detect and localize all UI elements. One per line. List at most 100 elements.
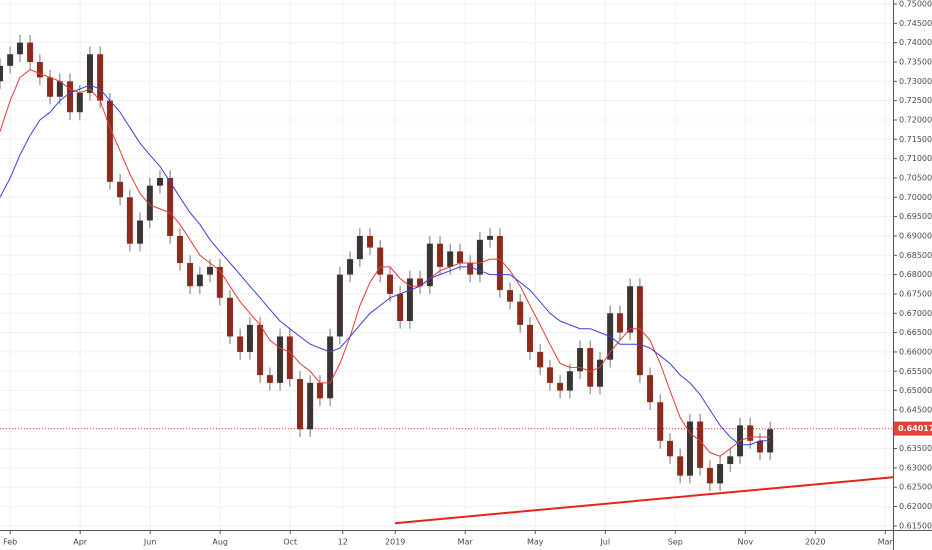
y-tick-label: 0.62000 (899, 502, 932, 511)
candle-body (176, 235, 183, 264)
candle-body (327, 336, 334, 399)
candle-body (447, 251, 454, 267)
y-tick-label: 0.71500 (899, 135, 932, 144)
y-tick-label: 0.64500 (899, 405, 932, 414)
y-tick-label: 0.61500 (899, 521, 932, 530)
candle-body (137, 220, 144, 244)
candle-body (196, 274, 203, 287)
x-tick-label: Jun (143, 538, 157, 547)
candle-body (706, 467, 713, 484)
candle-body (487, 235, 494, 240)
candle-body (496, 235, 503, 291)
candle-body (347, 259, 354, 275)
trendline (394, 476, 894, 525)
candle-body (526, 324, 533, 352)
candle-body (237, 336, 244, 352)
candle-body (537, 351, 544, 368)
candle-body (316, 382, 323, 399)
candle-body (146, 185, 153, 221)
candle-body (616, 313, 623, 333)
candle-body (156, 177, 163, 186)
x-tick-label: 2020 (805, 538, 825, 547)
y-tick-label: 0.68500 (899, 251, 932, 260)
candle-body (397, 293, 404, 322)
x-tick-label: 2019 (385, 538, 405, 547)
candle-body (277, 336, 284, 383)
y-tick-label: 0.75000 (899, 0, 932, 8)
candle-body (246, 324, 253, 352)
candle-body (677, 456, 684, 476)
candle-body (697, 421, 704, 468)
y-tick-label: 0.73000 (899, 77, 932, 86)
y-tick-label: 0.66000 (899, 347, 932, 356)
candle-body (286, 336, 293, 379)
y-tick-label: 0.70500 (899, 173, 932, 182)
candle-body (566, 371, 573, 391)
candle-body (36, 61, 43, 78)
candle-body (367, 235, 374, 248)
candle-body (216, 266, 223, 298)
y-tick-label: 0.74000 (899, 38, 932, 47)
y-tick-label: 0.62500 (899, 483, 932, 492)
candle-body (717, 464, 724, 484)
candle-body (7, 54, 14, 66)
y-tick-label: 0.73500 (899, 57, 932, 66)
candle-body (686, 421, 693, 476)
candle-body (266, 375, 273, 383)
candle-body (86, 54, 93, 93)
plot-area (0, 0, 893, 530)
last-price-box (894, 421, 932, 436)
candle-body (597, 359, 604, 387)
candle-body (727, 456, 734, 465)
y-tick-label: 0.72000 (899, 115, 932, 124)
y-tick-label: 0.70000 (899, 193, 932, 202)
candle-body (557, 382, 564, 391)
moving-average (0, 69, 771, 457)
candle-body (747, 425, 754, 441)
candle-body (587, 348, 594, 387)
candle-body (336, 274, 343, 337)
candle-body (356, 235, 363, 260)
candle-body (456, 251, 463, 264)
candle-body (56, 81, 63, 97)
x-tick-label: Oct (283, 538, 297, 547)
y-tick-label: 0.65500 (899, 367, 932, 376)
candle-body (756, 440, 763, 453)
candle-body (97, 54, 104, 101)
y-tick-label: 0.67000 (899, 309, 932, 318)
y-tick-label: 0.67500 (899, 289, 932, 298)
x-tick-label: May (527, 538, 544, 547)
candle-body (27, 42, 34, 62)
last-price-label: 0.64017 (898, 424, 932, 433)
candle-body (467, 263, 474, 275)
x-tick-label: Aug (212, 538, 228, 547)
y-tick-label: 0.65000 (899, 386, 932, 395)
candle-body (16, 42, 23, 55)
y-tick-label: 0.71000 (899, 154, 932, 163)
candle-body (426, 243, 433, 287)
candle-body (647, 375, 654, 403)
y-tick-label: 0.69000 (899, 231, 932, 240)
candle-body (437, 243, 444, 267)
candle-body (546, 367, 553, 383)
candle-body (126, 197, 133, 244)
candle-body (406, 278, 413, 322)
candle-body (226, 297, 233, 337)
candle-body (767, 429, 774, 453)
candle-body (386, 274, 393, 294)
candle-body (167, 177, 174, 236)
y-tick-label: 0.74500 (899, 19, 932, 28)
candle-body (117, 181, 124, 198)
y-tick-label: 0.63000 (899, 463, 932, 472)
candle-body (0, 65, 3, 82)
candle-body (667, 440, 674, 457)
candle-body (417, 278, 424, 287)
x-tick-label: Mar (458, 538, 474, 547)
candle-body (507, 290, 514, 302)
candle-body (67, 81, 74, 113)
x-tick-label: Apr (73, 538, 88, 547)
x-tick-label: Sep (668, 538, 683, 547)
candle-body (577, 348, 584, 372)
candle-body (377, 247, 384, 275)
candle-body (476, 239, 483, 275)
